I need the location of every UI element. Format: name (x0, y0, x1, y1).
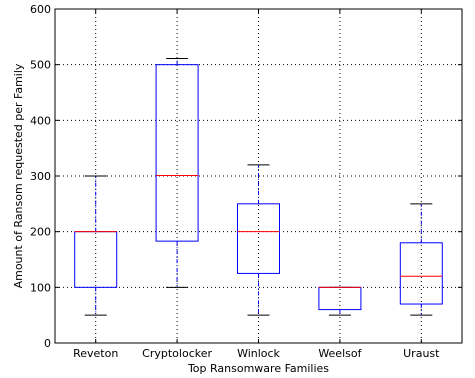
box-uraust (399, 203, 443, 316)
x-axis-ticks: Reveton Cryptolocker Winlock Weelsof Uraust (73, 9, 440, 360)
y-axis-label: Amount of Ransom requested per Family (12, 63, 25, 288)
x-tick-label: Uraust (403, 347, 440, 360)
y-tick-label: 100 (30, 281, 51, 294)
y-tick-label: 0 (44, 337, 51, 350)
box-winlock (237, 164, 280, 316)
x-tick-label: Reveton (73, 347, 118, 360)
x-axis-label: Top Ransomware Families (187, 362, 329, 375)
y-tick-label: 200 (30, 226, 51, 239)
y-tick-label: 500 (30, 59, 51, 72)
y-tick-label: 300 (30, 170, 51, 183)
y-axis-ticks: 0 100 200 300 400 500 600 (30, 3, 462, 350)
iqr-box (74, 231, 118, 288)
iqr-box (155, 64, 199, 242)
box-cryptolocker (155, 58, 199, 288)
box-reveton (74, 175, 118, 316)
y-tick-label: 600 (30, 3, 51, 16)
y-tick-label: 400 (30, 114, 51, 127)
x-tick-label: Winlock (237, 347, 280, 360)
x-tick-label: Weelsof (318, 347, 362, 360)
box-weelsof (318, 286, 362, 316)
x-tick-label: Cryptolocker (142, 347, 212, 360)
iqr-box (399, 242, 443, 305)
box-plot-series (74, 58, 443, 316)
iqr-box (318, 286, 362, 311)
iqr-box (237, 203, 280, 274)
